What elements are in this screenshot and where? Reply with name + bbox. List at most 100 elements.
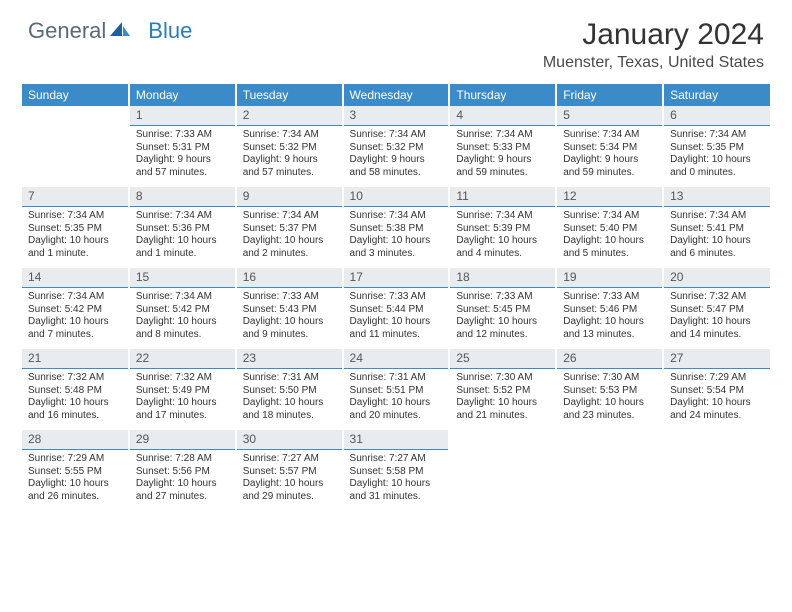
sunset-text: Sunset: 5:32 PM (350, 142, 443, 155)
daylight-text: Daylight: 10 hours and 31 minutes. (350, 478, 443, 503)
daylight-text: Daylight: 9 hours and 58 minutes. (350, 154, 443, 179)
sunrise-text: Sunrise: 7:34 AM (670, 129, 764, 142)
sunset-text: Sunset: 5:33 PM (456, 142, 549, 155)
day-content: Sunrise: 7:34 AMSunset: 5:34 PMDaylight:… (557, 126, 662, 185)
day-content: Sunrise: 7:34 AMSunset: 5:42 PMDaylight:… (22, 288, 128, 347)
calendar-cell: 27Sunrise: 7:29 AMSunset: 5:54 PMDayligh… (663, 348, 770, 429)
sunset-text: Sunset: 5:58 PM (350, 466, 443, 479)
calendar-cell: 8Sunrise: 7:34 AMSunset: 5:36 PMDaylight… (129, 186, 236, 267)
sunrise-text: Sunrise: 7:34 AM (350, 210, 443, 223)
daylight-text: Daylight: 10 hours and 23 minutes. (563, 397, 656, 422)
day-content: Sunrise: 7:33 AMSunset: 5:43 PMDaylight:… (237, 288, 342, 347)
day-number: 1 (130, 106, 235, 126)
daylight-text: Daylight: 10 hours and 9 minutes. (243, 316, 336, 341)
daylight-text: Daylight: 10 hours and 16 minutes. (28, 397, 122, 422)
day-content: Sunrise: 7:31 AMSunset: 5:50 PMDaylight:… (237, 369, 342, 428)
calendar-row: 1Sunrise: 7:33 AMSunset: 5:31 PMDaylight… (22, 106, 770, 186)
daylight-text: Daylight: 10 hours and 14 minutes. (670, 316, 764, 341)
sunrise-text: Sunrise: 7:34 AM (28, 210, 122, 223)
sunset-text: Sunset: 5:47 PM (670, 304, 764, 317)
calendar-cell: 16Sunrise: 7:33 AMSunset: 5:43 PMDayligh… (236, 267, 343, 348)
calendar-cell: 20Sunrise: 7:32 AMSunset: 5:47 PMDayligh… (663, 267, 770, 348)
daylight-text: Daylight: 10 hours and 1 minute. (136, 235, 229, 260)
day-number: 14 (22, 268, 128, 288)
day-content: Sunrise: 7:28 AMSunset: 5:56 PMDaylight:… (130, 450, 235, 509)
day-number: 5 (557, 106, 662, 126)
sunset-text: Sunset: 5:57 PM (243, 466, 336, 479)
day-number: 21 (22, 349, 128, 369)
day-content: Sunrise: 7:31 AMSunset: 5:51 PMDaylight:… (344, 369, 449, 428)
day-content: Sunrise: 7:33 AMSunset: 5:31 PMDaylight:… (130, 126, 235, 185)
day-number: 12 (557, 187, 662, 207)
day-content: Sunrise: 7:30 AMSunset: 5:52 PMDaylight:… (450, 369, 555, 428)
calendar-cell: 9Sunrise: 7:34 AMSunset: 5:37 PMDaylight… (236, 186, 343, 267)
calendar-cell: 5Sunrise: 7:34 AMSunset: 5:34 PMDaylight… (556, 106, 663, 186)
daylight-text: Daylight: 10 hours and 21 minutes. (456, 397, 549, 422)
calendar-row: 21Sunrise: 7:32 AMSunset: 5:48 PMDayligh… (22, 348, 770, 429)
day-number: 28 (22, 430, 128, 450)
sunrise-text: Sunrise: 7:34 AM (563, 129, 656, 142)
calendar-cell: 24Sunrise: 7:31 AMSunset: 5:51 PMDayligh… (343, 348, 450, 429)
brand-part2: Blue (148, 18, 192, 44)
weekday-header: Saturday (663, 84, 770, 106)
daylight-text: Daylight: 10 hours and 17 minutes. (136, 397, 229, 422)
day-content: Sunrise: 7:33 AMSunset: 5:44 PMDaylight:… (344, 288, 449, 347)
day-number: 25 (450, 349, 555, 369)
sunset-text: Sunset: 5:31 PM (136, 142, 229, 155)
calendar-cell: 11Sunrise: 7:34 AMSunset: 5:39 PMDayligh… (449, 186, 556, 267)
calendar-cell (663, 429, 770, 510)
day-number: 23 (237, 349, 342, 369)
sunrise-text: Sunrise: 7:27 AM (243, 453, 336, 466)
day-content: Sunrise: 7:34 AMSunset: 5:32 PMDaylight:… (237, 126, 342, 185)
sunrise-text: Sunrise: 7:33 AM (136, 129, 229, 142)
weekday-header: Friday (556, 84, 663, 106)
day-number: 13 (664, 187, 770, 207)
sunset-text: Sunset: 5:37 PM (243, 223, 336, 236)
page-header: General Blue January 2024 Muenster, Texa… (0, 0, 792, 76)
calendar-cell (449, 429, 556, 510)
daylight-text: Daylight: 10 hours and 29 minutes. (243, 478, 336, 503)
sunset-text: Sunset: 5:46 PM (563, 304, 656, 317)
daylight-text: Daylight: 9 hours and 59 minutes. (563, 154, 656, 179)
calendar-cell: 22Sunrise: 7:32 AMSunset: 5:49 PMDayligh… (129, 348, 236, 429)
brand-sail-icon (108, 20, 132, 38)
location-subtitle: Muenster, Texas, United States (543, 54, 764, 72)
sunrise-text: Sunrise: 7:31 AM (243, 372, 336, 385)
day-content: Sunrise: 7:29 AMSunset: 5:54 PMDaylight:… (664, 369, 770, 428)
day-content: Sunrise: 7:34 AMSunset: 5:41 PMDaylight:… (664, 207, 770, 266)
calendar-cell: 13Sunrise: 7:34 AMSunset: 5:41 PMDayligh… (663, 186, 770, 267)
sunrise-text: Sunrise: 7:28 AM (136, 453, 229, 466)
calendar-cell: 15Sunrise: 7:34 AMSunset: 5:42 PMDayligh… (129, 267, 236, 348)
day-content: Sunrise: 7:32 AMSunset: 5:47 PMDaylight:… (664, 288, 770, 347)
calendar-body: 1Sunrise: 7:33 AMSunset: 5:31 PMDaylight… (22, 106, 770, 510)
brand-part1: General (28, 18, 106, 44)
sunrise-text: Sunrise: 7:31 AM (350, 372, 443, 385)
calendar-row: 28Sunrise: 7:29 AMSunset: 5:55 PMDayligh… (22, 429, 770, 510)
sunset-text: Sunset: 5:55 PM (28, 466, 122, 479)
daylight-text: Daylight: 10 hours and 20 minutes. (350, 397, 443, 422)
sunrise-text: Sunrise: 7:33 AM (456, 291, 549, 304)
calendar-row: 14Sunrise: 7:34 AMSunset: 5:42 PMDayligh… (22, 267, 770, 348)
day-number: 15 (130, 268, 235, 288)
calendar-cell: 21Sunrise: 7:32 AMSunset: 5:48 PMDayligh… (22, 348, 129, 429)
sunrise-text: Sunrise: 7:34 AM (350, 129, 443, 142)
calendar-cell: 18Sunrise: 7:33 AMSunset: 5:45 PMDayligh… (449, 267, 556, 348)
calendar-cell: 12Sunrise: 7:34 AMSunset: 5:40 PMDayligh… (556, 186, 663, 267)
sunrise-text: Sunrise: 7:30 AM (563, 372, 656, 385)
weekday-header: Tuesday (236, 84, 343, 106)
sunrise-text: Sunrise: 7:34 AM (136, 210, 229, 223)
sunset-text: Sunset: 5:52 PM (456, 385, 549, 398)
weekday-header: Wednesday (343, 84, 450, 106)
calendar-cell: 10Sunrise: 7:34 AMSunset: 5:38 PMDayligh… (343, 186, 450, 267)
day-number: 20 (664, 268, 770, 288)
daylight-text: Daylight: 10 hours and 11 minutes. (350, 316, 443, 341)
sunrise-text: Sunrise: 7:34 AM (456, 210, 549, 223)
sunrise-text: Sunrise: 7:33 AM (243, 291, 336, 304)
daylight-text: Daylight: 9 hours and 57 minutes. (243, 154, 336, 179)
day-number: 27 (664, 349, 770, 369)
calendar-cell: 29Sunrise: 7:28 AMSunset: 5:56 PMDayligh… (129, 429, 236, 510)
day-number: 6 (664, 106, 770, 126)
day-number: 10 (344, 187, 449, 207)
calendar-row: 7Sunrise: 7:34 AMSunset: 5:35 PMDaylight… (22, 186, 770, 267)
sunrise-text: Sunrise: 7:30 AM (456, 372, 549, 385)
